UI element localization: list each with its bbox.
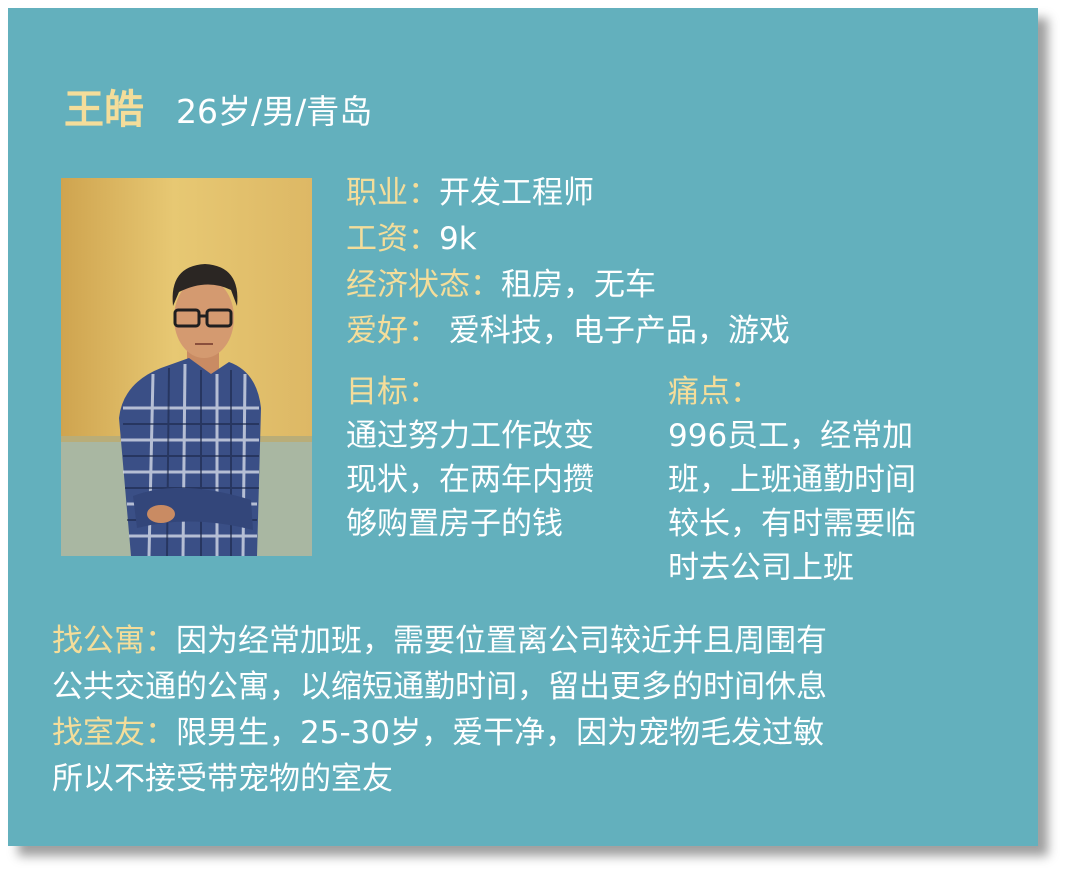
apartment-section: 找公寓：因为经常加班，需要位置离公司较近并且周围有 公共交通的公寓，以缩短通勤时… — [52, 618, 1012, 710]
salary-value: 9k — [439, 221, 477, 257]
occupation-label: 职业： — [346, 175, 439, 211]
pain-line: 时去公司上班 — [668, 550, 854, 586]
hobby-label: 爱好： — [346, 313, 439, 349]
pain-label: 痛点： — [668, 374, 761, 410]
roommate-text-line2: 所以不接受带宠物的室友 — [52, 761, 393, 797]
info-occupation: 职业：开发工程师 — [346, 170, 594, 216]
goal-line: 现状，在两年内攒 — [346, 462, 594, 498]
goal-line: 通过努力工作改变 — [346, 418, 594, 454]
info-salary: 工资：9k — [346, 216, 477, 262]
apartment-text-line1: 因为经常加班，需要位置离公司较近并且周围有 — [176, 623, 827, 659]
roommate-text-line1: 限男生，25-30岁，爱干净，因为宠物毛发过敏 — [176, 715, 825, 751]
goal-section: 目标： 通过努力工作改变 现状，在两年内攒 够购置房子的钱 — [346, 370, 594, 546]
persona-meta: 26岁/男/青岛 — [176, 92, 373, 131]
hobby-value: 爱科技，电子产品，游戏 — [439, 313, 790, 349]
persona-card: 王皓 26岁/男/青岛 — [8, 8, 1038, 846]
apartment-text-line2: 公共交通的公寓，以缩短通勤时间，留出更多的时间休息 — [52, 669, 827, 705]
salary-label: 工资： — [346, 221, 439, 257]
pain-line: 996员工，经常加 — [668, 418, 914, 454]
occupation-value: 开发工程师 — [439, 175, 594, 211]
apartment-label: 找公寓： — [52, 623, 176, 659]
economic-status-value: 租房，无车 — [501, 267, 656, 303]
info-hobby: 爱好： 爱科技，电子产品，游戏 — [346, 308, 790, 354]
roommate-label: 找室友： — [52, 715, 176, 751]
info-economic-status: 经济状态：租房，无车 — [346, 262, 656, 308]
persona-name: 王皓 — [64, 87, 144, 133]
person-illustration — [61, 264, 312, 556]
pain-line: 班，上班通勤时间 — [668, 462, 916, 498]
goal-line: 够购置房子的钱 — [346, 506, 563, 542]
persona-photo — [61, 178, 312, 556]
roommate-section: 找室友：限男生，25-30岁，爱干净，因为宠物毛发过敏 所以不接受带宠物的室友 — [52, 710, 1012, 802]
economic-status-label: 经济状态： — [346, 267, 501, 303]
pain-line: 较长，有时需要临 — [668, 506, 916, 542]
goal-label: 目标： — [346, 374, 439, 410]
pain-section: 痛点： 996员工，经常加 班，上班通勤时间 较长，有时需要临 时去公司上班 — [668, 370, 916, 590]
